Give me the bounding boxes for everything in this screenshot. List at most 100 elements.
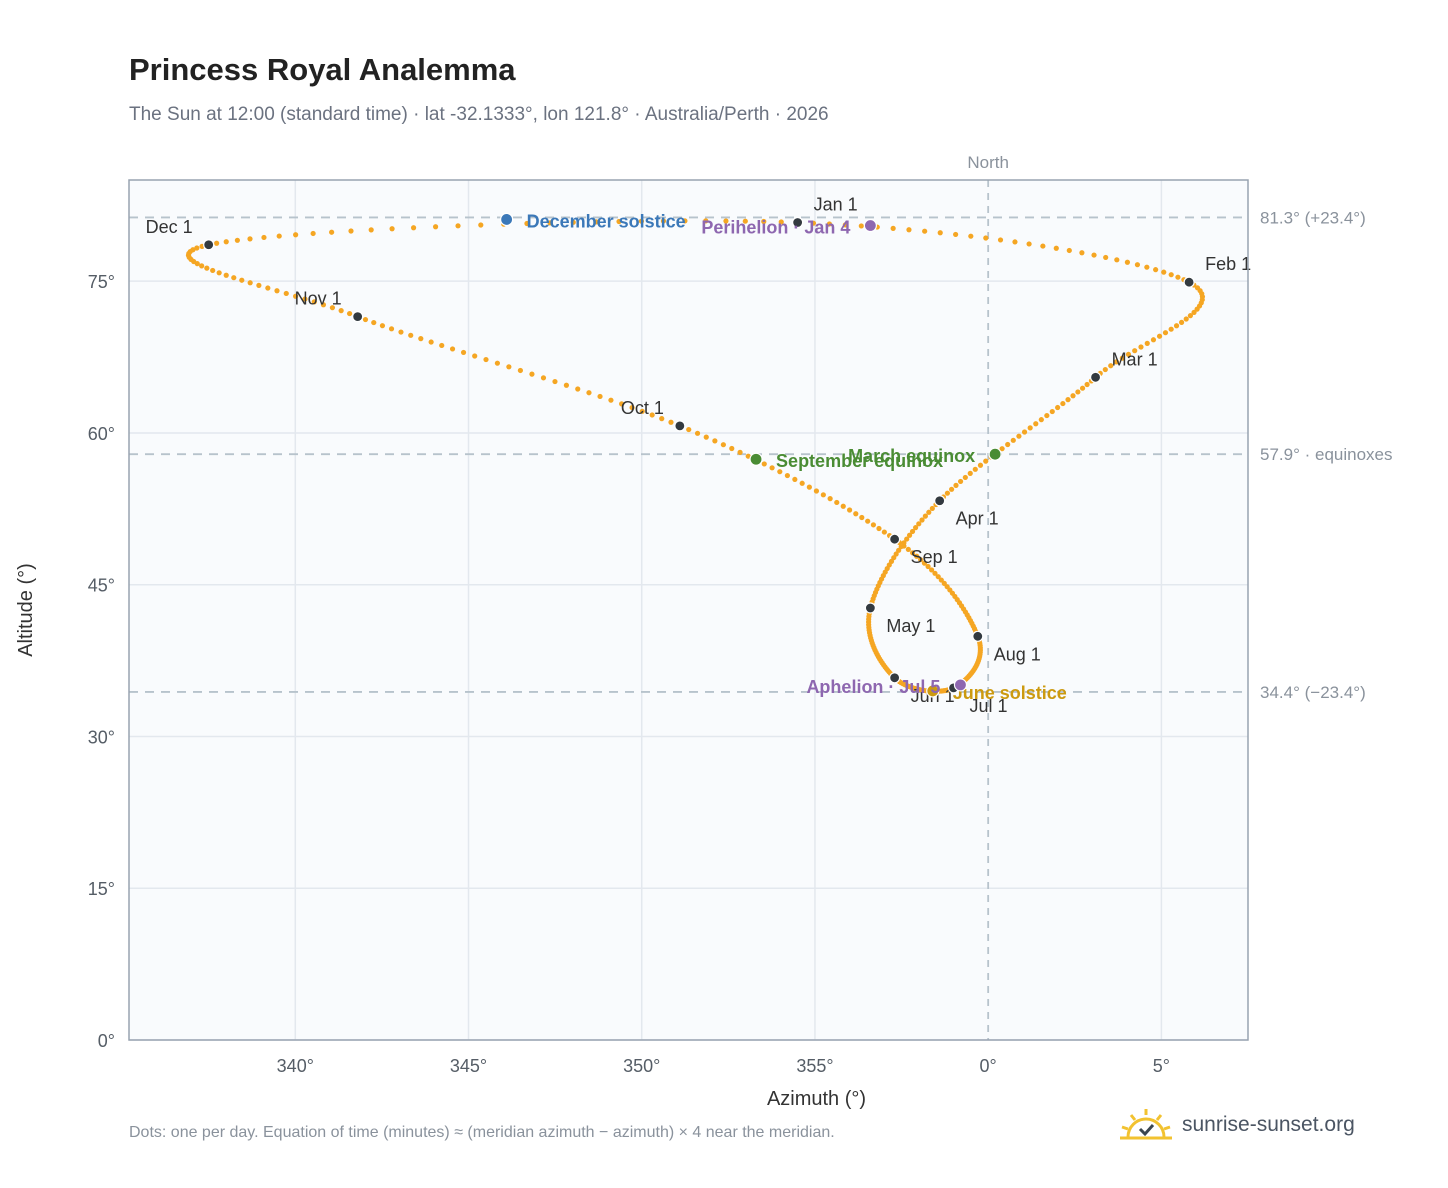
month-label: Jan 1 (814, 194, 858, 214)
daily-dot (190, 247, 196, 253)
daily-dot (389, 226, 395, 232)
month-label: Aug 1 (994, 644, 1041, 664)
daily-dot (362, 316, 369, 323)
daily-dot (247, 280, 253, 286)
daily-dot (890, 225, 896, 231)
daily-dot (968, 233, 974, 239)
daily-dot (906, 532, 913, 538)
footnote: Dots: one per day. Equation of time (min… (129, 1124, 835, 1141)
daily-dot (483, 356, 489, 363)
daily-dot (329, 229, 335, 235)
daily-dot (432, 224, 439, 230)
y-axis-title: Altitude (°) (15, 563, 37, 657)
daily-dot (953, 231, 959, 238)
daily-dot (778, 219, 784, 225)
daily-dot (1150, 337, 1157, 343)
daily-dot (418, 336, 424, 342)
daily-dot (338, 308, 344, 314)
daily-dot (1044, 412, 1050, 419)
daily-dot (720, 442, 726, 448)
daily-dot (449, 346, 456, 352)
daily-dot (368, 227, 374, 233)
daily-dot (834, 499, 840, 506)
y-tick-label: 60° (88, 424, 115, 444)
daily-dot (216, 270, 222, 276)
daily-dot (1168, 272, 1174, 278)
daily-dot (1012, 239, 1018, 245)
daily-dot (957, 478, 964, 485)
daily-dot (826, 221, 833, 227)
month-marker (889, 672, 901, 684)
daily-dot (398, 329, 404, 335)
daily-dot (1108, 363, 1114, 369)
daily-dot (1005, 441, 1011, 448)
month-marker (792, 216, 804, 229)
daily-dot (1049, 408, 1055, 415)
meridian-label: North (967, 153, 1009, 172)
daily-dot (921, 560, 928, 566)
daily-dot (1055, 404, 1061, 411)
daily-dot (1134, 262, 1141, 268)
month-marker (674, 420, 686, 432)
daily-dot (761, 461, 767, 467)
daily-dot (1173, 323, 1180, 329)
daily-dot (371, 319, 377, 326)
daily-dot (962, 474, 968, 481)
daily-dot (570, 219, 576, 225)
daily-dot (949, 486, 955, 492)
daily-dot (1066, 247, 1072, 254)
daily-dot (983, 458, 989, 464)
daily-dot (247, 236, 253, 242)
daily-dot (256, 282, 262, 288)
daily-dot (1026, 241, 1032, 247)
daily-dot (428, 339, 434, 345)
daily-dot (813, 488, 820, 494)
daily-dot (932, 570, 938, 576)
daily-dot (1113, 359, 1120, 365)
daily-dot (926, 509, 932, 515)
daily-dot (1144, 264, 1150, 270)
daily-dot (865, 518, 871, 524)
plot-frame (128, 179, 1249, 1041)
month-label: Jul 1 (970, 696, 1008, 716)
month-label: Feb 1 (1205, 254, 1251, 274)
daily-dot (784, 472, 790, 479)
daily-dot (944, 490, 951, 496)
daily-dot (842, 222, 848, 228)
daily-dot (937, 230, 943, 236)
month-label: Mar 1 (1112, 349, 1158, 369)
daily-dot (1138, 344, 1144, 350)
y-tick-label: 30° (88, 727, 115, 747)
daily-dot (876, 525, 882, 532)
daily-dot (1091, 252, 1097, 258)
month-label: Nov 1 (295, 289, 342, 309)
daily-dot (1102, 366, 1108, 373)
daily-dot (408, 332, 414, 338)
daily-dot (914, 553, 920, 559)
daily-dot (552, 378, 558, 385)
daily-dot (953, 482, 959, 488)
event-label: December solstice (527, 211, 686, 231)
daily-dot (346, 310, 353, 317)
plot-background (129, 180, 1248, 1040)
x-tick-label: 340° (277, 1056, 314, 1076)
x-tick-label: 5° (1153, 1056, 1170, 1076)
y-tick-label: 15° (88, 879, 115, 899)
daily-dot (703, 218, 709, 224)
daily-dot (1144, 340, 1150, 346)
daily-dot (506, 364, 512, 370)
daily-dot (214, 240, 220, 246)
daily-dot (320, 302, 327, 308)
brand-name[interactable]: sunrise-sunset.org (1182, 1113, 1355, 1136)
brand[interactable]: sunrise-sunset.org (1120, 1100, 1355, 1150)
daily-dot (1187, 313, 1193, 319)
daily-dot (293, 293, 299, 299)
event-marker (500, 212, 514, 227)
daily-dot (694, 430, 701, 436)
daily-dot (231, 275, 237, 281)
daily-dot (929, 567, 935, 573)
daily-dot (761, 218, 767, 225)
daily-dot (597, 393, 603, 400)
daily-dot (586, 390, 592, 396)
